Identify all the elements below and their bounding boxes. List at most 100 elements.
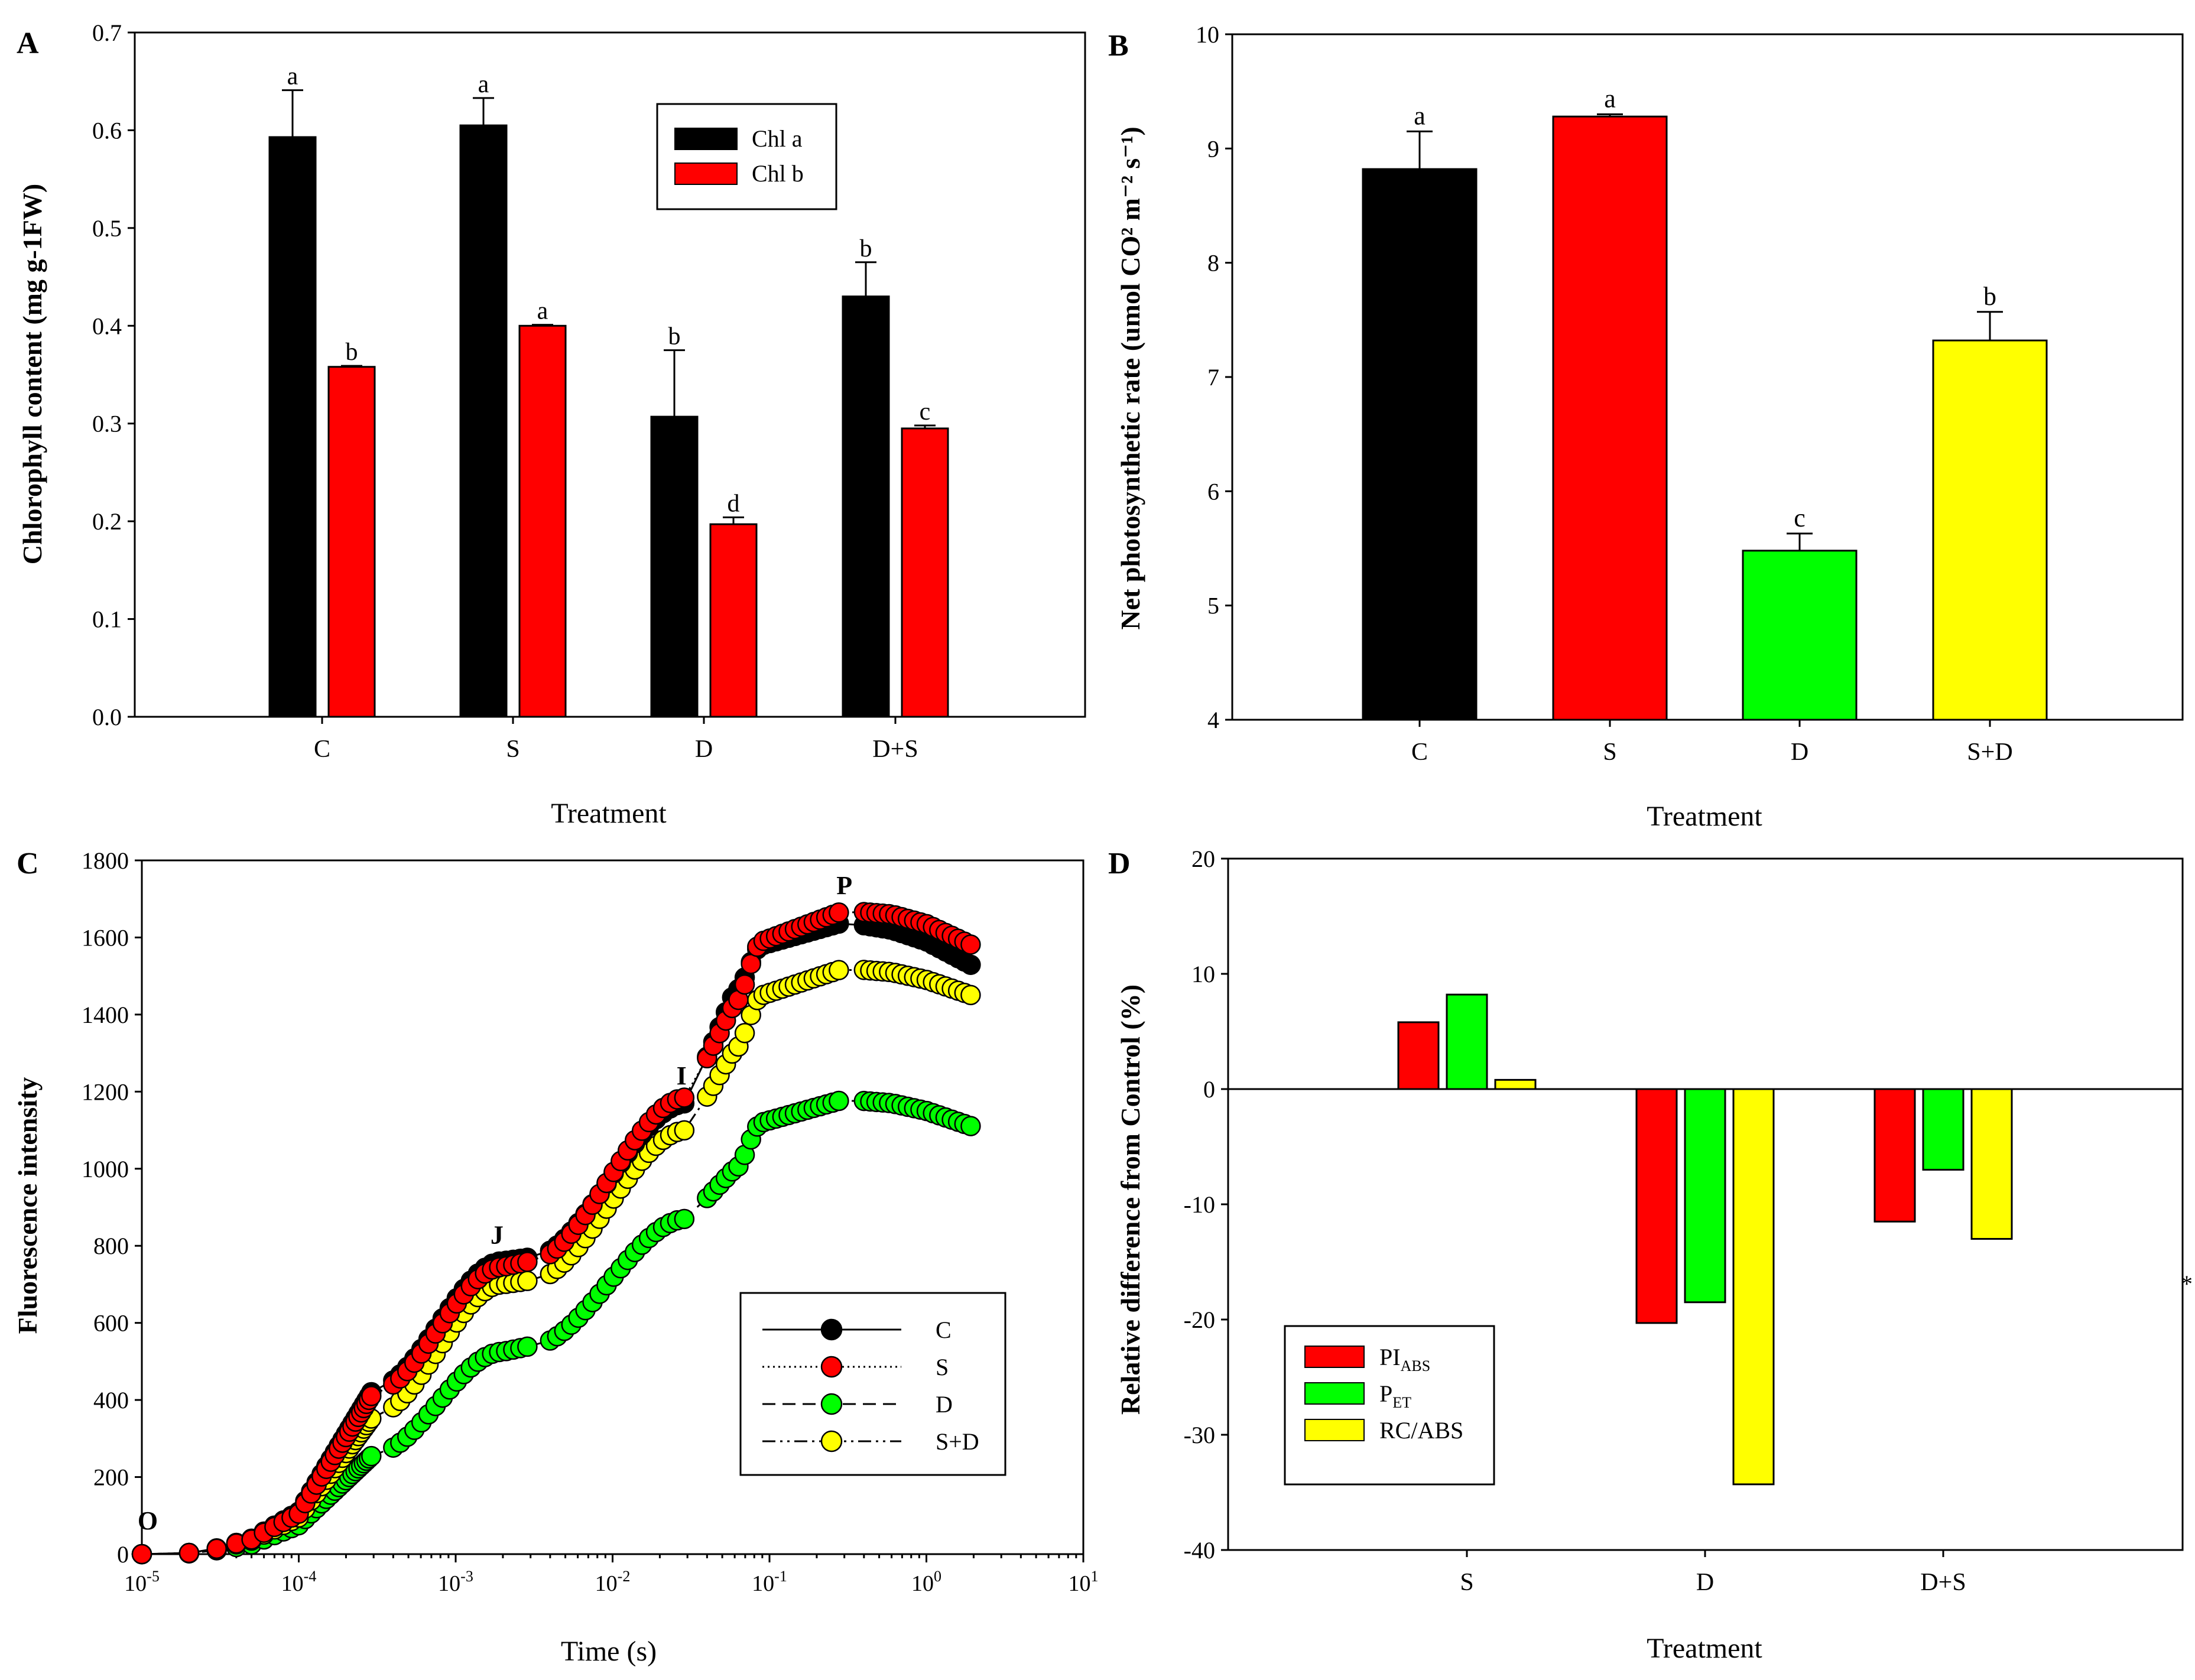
panel-b-xtick-label: C	[1411, 739, 1428, 766]
panel-c-point-label: O	[138, 1506, 158, 1535]
panel-c-legend-label: D	[936, 1391, 953, 1418]
panel-d-label: D	[1108, 847, 1131, 880]
panel-b-ylabel: Net photosynthetic rate (umol CO² m⁻² s⁻…	[1115, 126, 1145, 629]
legend-swatch-chl-a	[674, 128, 738, 150]
panel-c-point	[517, 1270, 538, 1291]
panel-c-legend-box	[739, 1292, 1006, 1476]
panel-d: D -40 -30 -20 -10 0 10 20 S D D+S Treatment Relat…	[1108, 846, 2193, 1664]
panel-b-axes: 4 5 6 7 8 9 10 C S D S+D	[1196, 21, 2184, 766]
panel-b-bars: a a c b	[1362, 84, 2048, 721]
panel-c-point-label: P	[836, 871, 852, 900]
panel-a-ytick-label: 0.5	[92, 215, 122, 242]
panel-b-xtick-label: D	[1791, 739, 1808, 766]
panel-d-legend-swatch	[1304, 1382, 1365, 1405]
legend-name: P	[1379, 1380, 1392, 1407]
panel-a-label: A	[17, 27, 39, 60]
panel-c-ytick-label: 600	[93, 1310, 129, 1337]
tick-base: 10	[911, 1571, 934, 1596]
panel-c-legend-marker	[820, 1393, 843, 1415]
panel-d-legend-swatch	[1304, 1419, 1365, 1441]
panel-c-point	[960, 984, 981, 1006]
tick-base: 10	[124, 1571, 147, 1596]
panel-d-ytick-label: -30	[1184, 1422, 1215, 1448]
panel-a-bar	[842, 295, 890, 718]
tick-exponent: -5	[147, 1568, 160, 1585]
panel-c-point-label: J	[491, 1220, 504, 1249]
panel-d-axes: -40 -30 -20 -10 0 10 20 S D D+S	[1184, 846, 2184, 1596]
panel-a-ytick-label: 0.1	[92, 606, 122, 633]
legend-name: PI	[1379, 1344, 1401, 1370]
panel-d-bar	[1494, 1078, 1537, 1090]
panel-c-point	[960, 954, 981, 975]
panel-d-bar	[1635, 1088, 1678, 1324]
panel-a-bars: a b a a b d b c	[268, 63, 949, 718]
panel-c-ytick-label: 200	[93, 1464, 129, 1491]
tick-exponent: -2	[618, 1568, 631, 1585]
panel-c-point-label: I	[677, 1061, 687, 1090]
panel-d-ytick-label: 20	[1191, 846, 1215, 872]
panel-a-legend: Chl a Chl b	[656, 103, 837, 210]
panel-c-ytick-label: 1000	[82, 1156, 129, 1182]
panel-c-point	[960, 934, 981, 955]
panel-d-bars	[1397, 993, 2013, 1486]
panel-d-bar	[1970, 1088, 2013, 1240]
panel-a-ytick-label: 0.6	[92, 117, 122, 144]
panel-c-legend: CSD S+D	[739, 1292, 1006, 1476]
panel-d-xtick-label: D+S	[1920, 1569, 1966, 1596]
panel-a-ytick-label: 0.2	[92, 508, 122, 535]
panel-d-xtick-label: D	[1696, 1569, 1714, 1596]
panel-b-ytick-label: 4	[1207, 707, 1219, 733]
panel-c-legend-label: C	[936, 1317, 952, 1343]
panel-c-point	[361, 1445, 382, 1467]
panel-c-point	[517, 1336, 538, 1357]
legend-subscript: ABS	[1401, 1357, 1431, 1374]
tick-base: 10	[438, 1571, 460, 1596]
panel-c-xtick-label: 101	[1069, 1568, 1099, 1596]
panel-c-point-labels: O J I P	[138, 871, 852, 1535]
tick-base: 10	[752, 1571, 774, 1596]
panel-a-letter: d	[728, 490, 740, 518]
panel-c-ylabel: Fluorescence intensity	[12, 1077, 43, 1334]
panel-b-letter: c	[1794, 503, 1806, 532]
panel-c-point	[674, 1208, 695, 1230]
panel-d-bar	[1446, 993, 1488, 1090]
panel-a-ylabel: Chlorophyll content (mg g-1FW)	[17, 184, 47, 564]
panel-a-bar	[709, 523, 758, 718]
panel-a-letter: c	[920, 398, 931, 425]
panel-a-xlabel: Treatment	[551, 798, 667, 829]
panel-a-letter: a	[287, 63, 298, 90]
panel-d-xlabel: Treatment	[1647, 1633, 1762, 1664]
panel-a-xtick-label: S	[506, 736, 519, 763]
panel-c-xlabel: Time (s)	[561, 1636, 657, 1667]
panel-a-xtick-label: D+S	[872, 736, 918, 763]
panel-a-letter: b	[860, 235, 872, 262]
legend-subscript: ET	[1392, 1394, 1411, 1411]
panel-d-legend: PIABS PET RC/ABS	[1284, 1325, 1495, 1486]
panel-a-letter: a	[478, 71, 489, 98]
panel-d-ytick-label: 0	[1203, 1076, 1215, 1103]
panel-c-point	[517, 1252, 538, 1272]
panel-d-ytick-label: -40	[1184, 1537, 1215, 1564]
panel-c-point	[829, 960, 849, 980]
panel-c-point	[734, 1022, 755, 1044]
panel-c-legend-marker	[820, 1356, 843, 1378]
panel-c-point	[829, 902, 849, 923]
panel-d-bar	[1922, 1088, 1965, 1171]
panel-c-point	[178, 1542, 200, 1564]
panel-c-point	[206, 1538, 227, 1559]
legend-swatch-chl-b	[674, 163, 738, 185]
panel-b-xtick-label: S	[1603, 739, 1616, 766]
panel-a-letter: b	[668, 323, 681, 350]
legend-label-chl-b: Chl b	[752, 160, 804, 187]
panel-a-bar	[459, 124, 508, 718]
panel-c-ytick-label: 1600	[82, 924, 129, 951]
panel-c-legend-label: S	[936, 1354, 949, 1380]
panel-a-bar	[327, 366, 376, 718]
panel-c-legend-label: S+D	[936, 1428, 979, 1455]
panel-b-xlabel: Treatment	[1647, 801, 1762, 832]
panel-b-ylabel-text: Net photosynthetic rate (umol CO² m⁻² s⁻…	[1115, 126, 1145, 629]
panel-b-ytick-label: 10	[1196, 21, 1219, 48]
panel-c-series-S	[131, 902, 981, 1565]
